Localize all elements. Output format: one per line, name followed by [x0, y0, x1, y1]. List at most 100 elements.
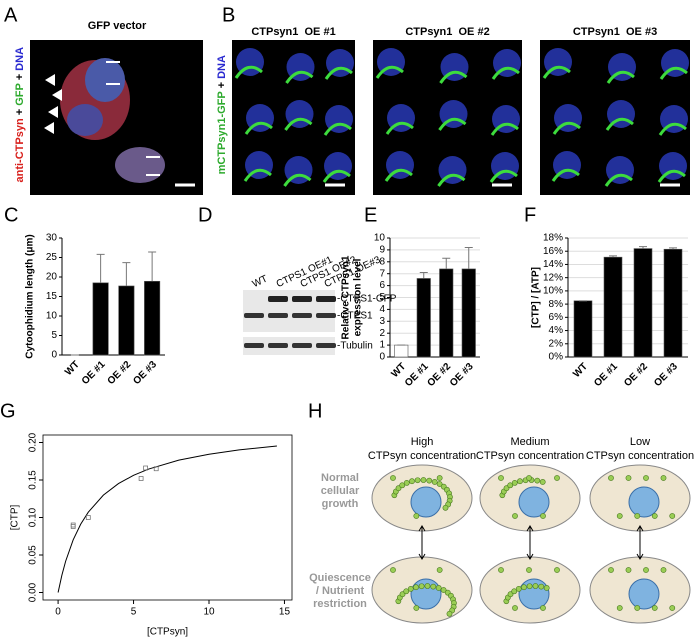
- y-tick-label: 0: [379, 352, 385, 363]
- y-tick-label: 18%: [543, 233, 563, 244]
- dot: [660, 475, 667, 481]
- dot: [512, 513, 518, 519]
- y-tick-label: 0.15: [28, 470, 39, 490]
- panel-letter: H: [308, 400, 322, 422]
- filament-unit: [424, 583, 431, 589]
- point: [70, 524, 76, 529]
- y-tick-label: 2%: [549, 338, 564, 349]
- cytoophidium: [285, 70, 314, 84]
- dot: [540, 605, 546, 611]
- nucleus: [85, 58, 125, 102]
- x-tick-label: WT: [571, 361, 590, 380]
- filament-unit: [413, 584, 419, 591]
- filament-unit: [426, 477, 433, 484]
- filament-unit: [534, 477, 541, 484]
- filament-unit: [515, 586, 522, 592]
- y-axis-label: expression level: [353, 258, 364, 336]
- dot: [554, 475, 560, 481]
- filament-unit: [409, 478, 415, 485]
- lane-label: WT: [251, 274, 270, 291]
- filament-unit: [532, 583, 539, 589]
- cytoophidium: [551, 168, 580, 182]
- panel-title: CTPsyn1 OE #1: [251, 26, 335, 38]
- arrows: [106, 61, 160, 176]
- y-tick-label: 16%: [543, 246, 563, 257]
- dot: [390, 567, 396, 573]
- cytoophidium: [542, 65, 571, 79]
- filament-unit: [407, 586, 414, 592]
- x-tick-label: OE #2: [622, 361, 650, 389]
- band: [244, 313, 264, 318]
- y-tick-label: 5: [51, 330, 57, 341]
- error-bar: [464, 247, 473, 269]
- x-tick-label: 10: [203, 607, 215, 618]
- dot: [669, 605, 676, 611]
- cytoophidium: [658, 122, 687, 136]
- panel-letter: D: [198, 204, 212, 226]
- x-tick-label: OE #3: [131, 359, 159, 387]
- band-label: -Tubulin: [337, 341, 373, 352]
- panel-title: CTPsyn1 OE #2: [405, 26, 489, 38]
- y-tick-label: 4: [379, 304, 385, 315]
- nucleus: [518, 578, 550, 610]
- y-tick-label: 4%: [549, 325, 564, 336]
- nucleus: [410, 486, 442, 518]
- band: [316, 343, 336, 348]
- dot: [616, 605, 623, 611]
- error-bar: [442, 257, 451, 269]
- filament-unit: [399, 482, 406, 489]
- column-header: High: [411, 436, 434, 448]
- dot: [625, 475, 632, 481]
- point: [143, 465, 148, 471]
- y-axis-label: Cytoophidium length (μm): [25, 234, 36, 358]
- y-tick-label: 0.05: [28, 545, 39, 565]
- filament-unit: [543, 585, 550, 591]
- dot: [608, 475, 614, 481]
- y-tick-label: 0.20: [28, 432, 39, 452]
- y-axis-label: [CTP] / [ATP]: [531, 267, 542, 328]
- filament-unit: [521, 584, 527, 591]
- y-tick-label: 0.10: [28, 507, 39, 527]
- stain: DNA: [14, 47, 26, 71]
- cytoophidium: [384, 168, 413, 182]
- filament-unit: [420, 477, 427, 483]
- dot: [512, 605, 518, 611]
- y-tick-label: 0.00: [28, 582, 39, 602]
- panel-letter: A: [4, 4, 18, 26]
- stain-label: mCTPsyn1-GFP + DNA: [216, 46, 228, 189]
- y-tick-label: 0: [51, 350, 57, 361]
- row-label: growth: [322, 498, 359, 510]
- dot: [413, 513, 420, 519]
- model-diagram: [371, 464, 691, 624]
- bar: [118, 285, 135, 356]
- y-tick-label: 5: [379, 292, 385, 303]
- cytoophidium: [243, 168, 272, 182]
- panel-letter: B: [222, 4, 235, 26]
- cytoophidium: [491, 66, 520, 80]
- nucleus: [628, 486, 660, 518]
- column-header: CTPsyn concentration: [368, 450, 476, 462]
- y-axis-label: Relative CTPsyn1: [341, 255, 352, 339]
- band: [244, 343, 264, 348]
- panel-title: GFP vector: [88, 20, 147, 32]
- x-tick-label: 5: [131, 607, 137, 618]
- dot: [643, 475, 649, 481]
- dot: [540, 513, 546, 519]
- error-bar: [639, 246, 647, 249]
- band: [292, 296, 312, 302]
- panel-letter: C: [4, 204, 18, 226]
- row-label: Quiescence: [309, 572, 371, 584]
- nucleus: [410, 578, 442, 610]
- y-tick-label: 10%: [543, 286, 563, 297]
- dot: [616, 513, 623, 519]
- y-tick-label: 6%: [549, 312, 564, 323]
- bar: [633, 248, 653, 358]
- column-header: Low: [630, 436, 650, 448]
- dot: [634, 513, 641, 519]
- arrowheads: [44, 74, 62, 134]
- filament-unit: [538, 583, 545, 590]
- bar: [416, 278, 431, 358]
- plot-frame: [42, 434, 293, 601]
- x-tick-label: OE #2: [425, 361, 453, 389]
